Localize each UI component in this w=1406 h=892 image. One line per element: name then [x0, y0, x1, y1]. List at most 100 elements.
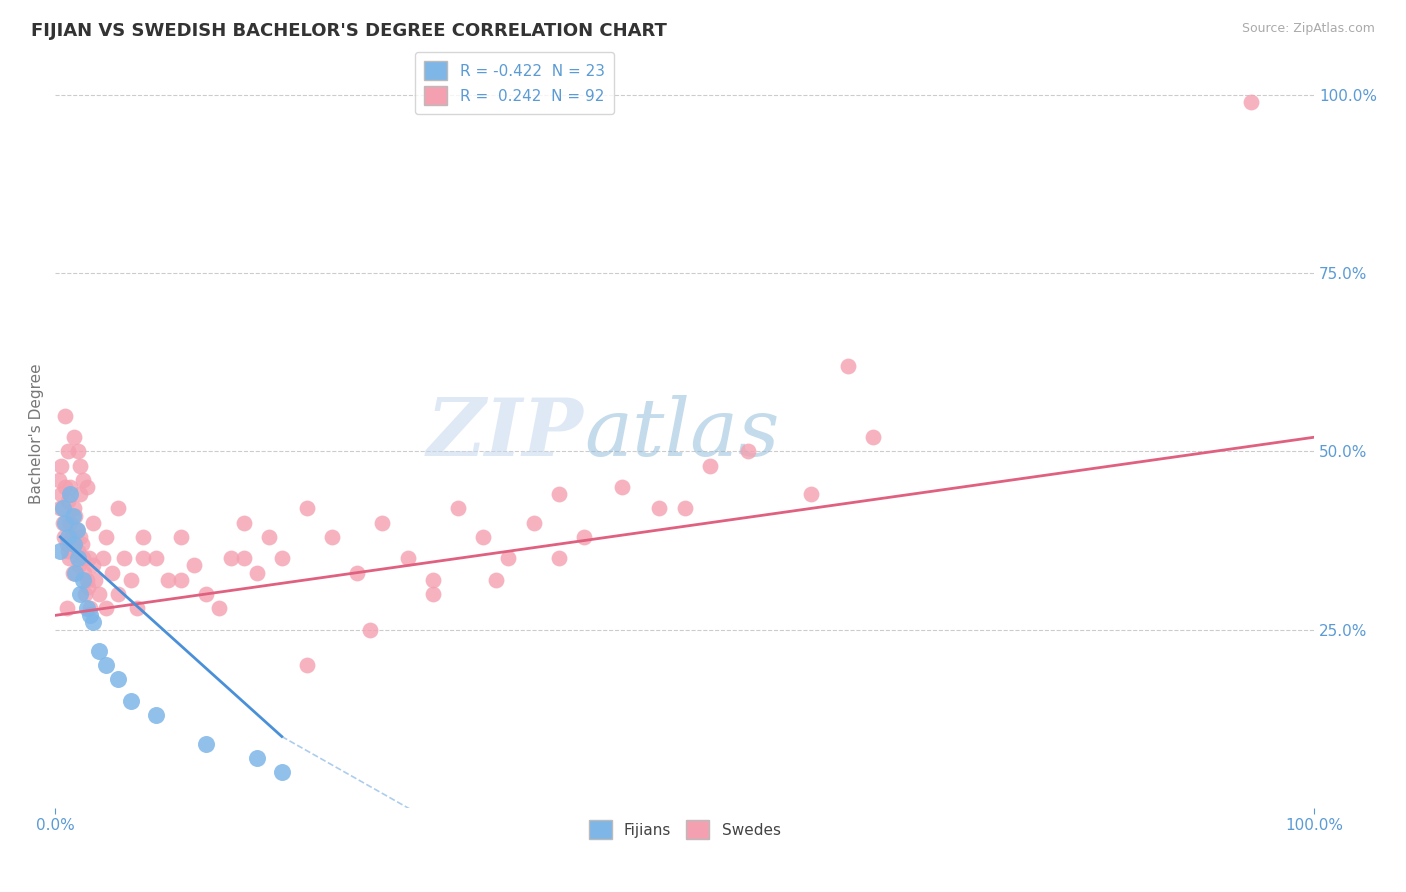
- Point: [94, 658, 117, 673]
- Point: [49, 544, 72, 558]
- Point: [195, 587, 218, 601]
- Point: [65, 508, 87, 523]
- Point: [58, 551, 80, 566]
- Point: [547, 487, 569, 501]
- Point: [246, 566, 269, 580]
- Point: [72, 573, 94, 587]
- Point: [195, 737, 218, 751]
- Point: [75, 587, 97, 601]
- Point: [55, 537, 77, 551]
- Point: [359, 623, 381, 637]
- Point: [66, 551, 89, 566]
- Point: [295, 658, 318, 673]
- Point: [67, 558, 90, 573]
- Point: [82, 516, 104, 530]
- Point: [120, 573, 142, 587]
- Point: [94, 530, 117, 544]
- Point: [65, 523, 87, 537]
- Point: [170, 530, 193, 544]
- Point: [76, 601, 98, 615]
- Point: [112, 551, 135, 566]
- Point: [53, 516, 76, 530]
- Point: [246, 751, 269, 765]
- Point: [79, 601, 101, 615]
- Point: [101, 566, 124, 580]
- Point: [72, 473, 94, 487]
- Point: [51, 458, 73, 473]
- Point: [295, 501, 318, 516]
- Legend: Fijians, Swedes: Fijians, Swedes: [582, 814, 787, 845]
- Point: [107, 501, 129, 516]
- Text: FIJIAN VS SWEDISH BACHELOR'S DEGREE CORRELATION CHART: FIJIAN VS SWEDISH BACHELOR'S DEGREE CORR…: [31, 22, 666, 40]
- Point: [270, 551, 292, 566]
- Point: [396, 551, 419, 566]
- Point: [208, 601, 231, 615]
- Point: [485, 573, 508, 587]
- Point: [48, 473, 70, 487]
- Point: [270, 765, 292, 780]
- Text: atlas: atlas: [583, 395, 779, 473]
- Point: [79, 608, 101, 623]
- Point: [107, 587, 129, 601]
- Point: [59, 487, 82, 501]
- Point: [145, 551, 167, 566]
- Point: [65, 566, 87, 580]
- Point: [56, 494, 79, 508]
- Point: [56, 530, 79, 544]
- Point: [233, 516, 256, 530]
- Text: Source: ZipAtlas.com: Source: ZipAtlas.com: [1241, 22, 1375, 36]
- Point: [62, 508, 84, 523]
- Point: [89, 644, 111, 658]
- Point: [55, 601, 77, 615]
- Point: [63, 537, 86, 551]
- Point: [69, 530, 91, 544]
- Point: [132, 551, 155, 566]
- Point: [371, 516, 394, 530]
- Point: [170, 573, 193, 587]
- Point: [233, 551, 256, 566]
- Point: [183, 558, 205, 573]
- Point: [699, 458, 721, 473]
- Point: [1240, 95, 1263, 110]
- Point: [498, 551, 520, 566]
- Point: [522, 516, 544, 530]
- Point: [69, 487, 91, 501]
- Point: [94, 601, 117, 615]
- Point: [56, 444, 79, 458]
- Point: [799, 487, 821, 501]
- Point: [837, 359, 859, 373]
- Point: [862, 430, 884, 444]
- Point: [60, 530, 83, 544]
- Point: [89, 587, 111, 601]
- Point: [52, 516, 75, 530]
- Point: [572, 530, 595, 544]
- Point: [77, 580, 100, 594]
- Point: [73, 566, 96, 580]
- Point: [82, 615, 104, 630]
- Point: [52, 501, 75, 516]
- Point: [51, 487, 73, 501]
- Point: [91, 551, 114, 566]
- Point: [69, 587, 91, 601]
- Point: [62, 566, 84, 580]
- Point: [648, 501, 671, 516]
- Point: [422, 573, 444, 587]
- Point: [221, 551, 243, 566]
- Point: [59, 516, 82, 530]
- Point: [76, 573, 98, 587]
- Point: [346, 566, 368, 580]
- Point: [422, 587, 444, 601]
- Point: [472, 530, 495, 544]
- Point: [82, 558, 104, 573]
- Point: [53, 409, 76, 423]
- Point: [63, 501, 86, 516]
- Point: [53, 480, 76, 494]
- Text: ZIP: ZIP: [427, 395, 583, 473]
- Point: [447, 501, 470, 516]
- Point: [673, 501, 696, 516]
- Point: [77, 551, 100, 566]
- Point: [72, 551, 94, 566]
- Point: [120, 694, 142, 708]
- Point: [321, 530, 343, 544]
- Point: [257, 530, 280, 544]
